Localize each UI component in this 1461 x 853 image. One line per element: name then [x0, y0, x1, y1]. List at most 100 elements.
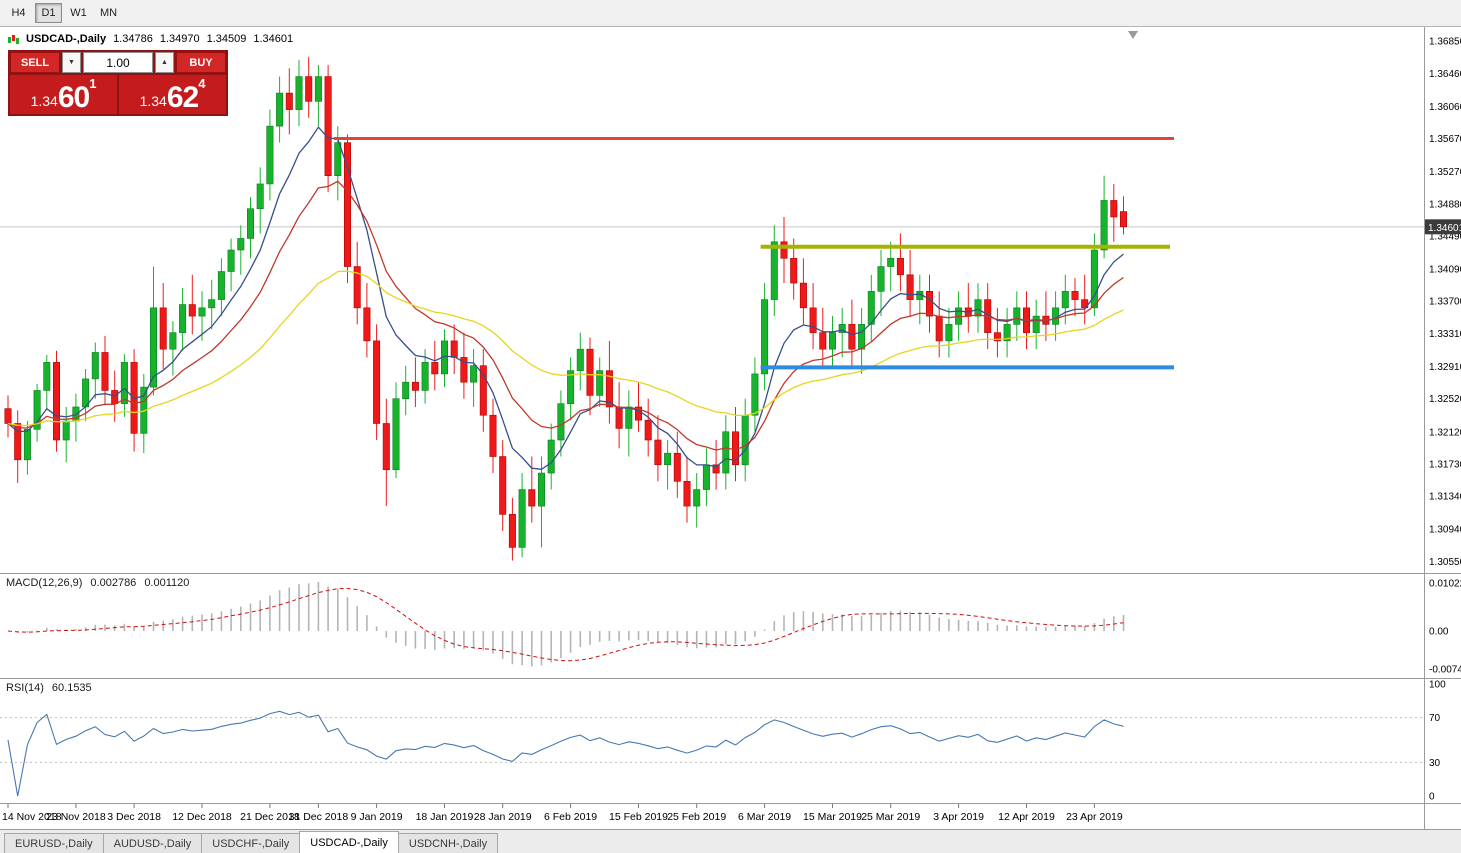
candle-body	[867, 291, 875, 325]
sell-price-display[interactable]: 1.34 60 1	[10, 75, 117, 114]
candle-body	[1032, 315, 1040, 333]
candle-body	[974, 299, 982, 317]
ohlc-low: 1.34509	[206, 33, 247, 45]
svg-text:14 Nov 2018: 14 Nov 2018	[2, 811, 62, 823]
candle-body	[770, 241, 778, 300]
tab-usdcad-daily[interactable]: USDCAD-,Daily	[299, 831, 399, 853]
candle-body	[285, 92, 293, 110]
tab-label: USDCAD-,Daily	[310, 836, 388, 849]
chart-shift-marker-icon[interactable]	[1128, 31, 1138, 39]
svg-text:1.36850: 1.36850	[1429, 37, 1461, 48]
candle-body	[819, 332, 827, 350]
rsi-name: RSI(14)	[6, 682, 44, 694]
candle-body	[373, 340, 381, 424]
tab-usdchf-daily[interactable]: USDCHF-,Daily	[201, 833, 301, 853]
candle-body	[159, 307, 167, 350]
tab-eurusd-daily[interactable]: EURUSD-,Daily	[4, 833, 104, 853]
svg-text:12 Apr 2019: 12 Apr 2019	[998, 811, 1055, 823]
candle-body	[605, 370, 613, 408]
candle-body	[654, 439, 662, 466]
candle-body	[392, 398, 400, 471]
candle-body	[1120, 211, 1128, 228]
ma-line-40	[7, 270, 1124, 427]
candle-body	[208, 299, 216, 309]
svg-text:1.36060: 1.36060	[1429, 102, 1461, 113]
tab-audusd-daily[interactable]: AUDUSD-,Daily	[102, 833, 203, 853]
svg-text:-0.00747: -0.00747	[1429, 665, 1461, 676]
ma-line-16	[7, 180, 1124, 451]
candlestick-chart-icon	[8, 34, 19, 44]
candle-body	[896, 257, 904, 276]
svg-text:1.32120: 1.32120	[1429, 427, 1461, 438]
timeframe-w1-button[interactable]: W1	[65, 3, 92, 23]
candle-body	[1013, 307, 1021, 325]
svg-text:1.34880: 1.34880	[1429, 199, 1461, 210]
rsi-pane[interactable]: 100 70 30 0	[0, 678, 1461, 803]
chart-header: USDCAD-,Daily 1.34786 1.34970 1.34509 1.…	[8, 33, 293, 45]
candle-body	[431, 362, 439, 375]
buy-price-pipette: 4	[198, 76, 206, 91]
candle-body	[673, 452, 681, 482]
rsi-indicator-label: RSI(14) 60.1535	[6, 682, 92, 694]
candle-body	[150, 307, 158, 388]
timeframe-d1-button[interactable]: D1	[35, 3, 62, 23]
sell-button[interactable]: SELL	[10, 52, 60, 73]
candle-body	[62, 420, 70, 441]
candle-body	[615, 406, 623, 429]
candle-body	[644, 419, 652, 441]
candle-body	[111, 390, 119, 404]
svg-text:23 Nov 2018: 23 Nov 2018	[46, 811, 106, 823]
candle-body	[508, 514, 516, 548]
ohlc-high: 1.34970	[159, 33, 200, 45]
candle-body	[693, 489, 701, 507]
candle-body	[935, 315, 943, 342]
candle-body	[1061, 291, 1069, 309]
candle-body	[450, 340, 458, 358]
candle-body	[528, 489, 536, 507]
volume-increase-button[interactable]: ▲	[155, 52, 174, 73]
candle-body	[838, 324, 846, 333]
ohlc-close: 1.34601	[253, 33, 294, 45]
macd-axis: 0.010225 0.00 -0.00747	[1424, 573, 1461, 678]
candle-body	[489, 414, 497, 457]
buy-price-display[interactable]: 1.34 62 4	[119, 75, 226, 114]
tab-usdcnh-daily[interactable]: USDCNH-,Daily	[397, 833, 499, 853]
sell-price-pipette: 1	[89, 76, 97, 91]
tab-label: USDCHF-,Daily	[212, 837, 290, 850]
svg-text:1.32520: 1.32520	[1429, 394, 1461, 405]
current-price-badge	[1425, 219, 1461, 235]
candle-body	[925, 291, 933, 317]
volume-input[interactable]	[83, 52, 153, 73]
timeframe-mn-button[interactable]: MN	[95, 3, 122, 23]
volume-decrease-button[interactable]: ▼	[62, 52, 81, 73]
timeframe-h4-button[interactable]: H4	[5, 3, 32, 23]
macd-value-1: 0.002786	[90, 577, 137, 589]
candle-body	[1110, 200, 1118, 218]
time-axis[interactable]: 14 Nov 2018 23 Nov 2018 3 Dec 2018 12 Dec 2…	[0, 803, 1461, 830]
candle-body	[790, 257, 798, 284]
candle-body	[314, 76, 322, 102]
svg-text:0.010225: 0.010225	[1429, 579, 1461, 590]
svg-text:1.30940: 1.30940	[1429, 525, 1461, 536]
candle-body	[276, 92, 284, 127]
svg-text:1.31730: 1.31730	[1429, 459, 1461, 470]
candle-body	[1071, 291, 1079, 300]
candle-body	[33, 390, 41, 430]
candle-body	[411, 381, 419, 391]
svg-text:100: 100	[1429, 680, 1446, 691]
buy-button[interactable]: BUY	[176, 52, 226, 73]
candle-body	[43, 362, 51, 391]
chart-window: USDCAD-,Daily 1.34786 1.34970 1.34509 1.…	[0, 27, 1461, 830]
candle-body	[169, 332, 177, 350]
svg-text:23 Apr 2019: 23 Apr 2019	[1066, 811, 1123, 823]
price-pane[interactable]: 1.36850 1.36460 1.36060 1.35670 1.35270 1.348…	[0, 27, 1461, 573]
svg-text:0.00: 0.00	[1429, 627, 1449, 638]
candle-body	[547, 439, 555, 474]
candle-body	[23, 428, 31, 461]
ohlc-open: 1.34786	[113, 33, 153, 45]
candle-body	[1090, 249, 1098, 309]
macd-pane[interactable]: 0.010225 0.00 -0.00747	[0, 573, 1461, 678]
candle-body	[848, 324, 856, 350]
candle-body	[4, 408, 12, 424]
